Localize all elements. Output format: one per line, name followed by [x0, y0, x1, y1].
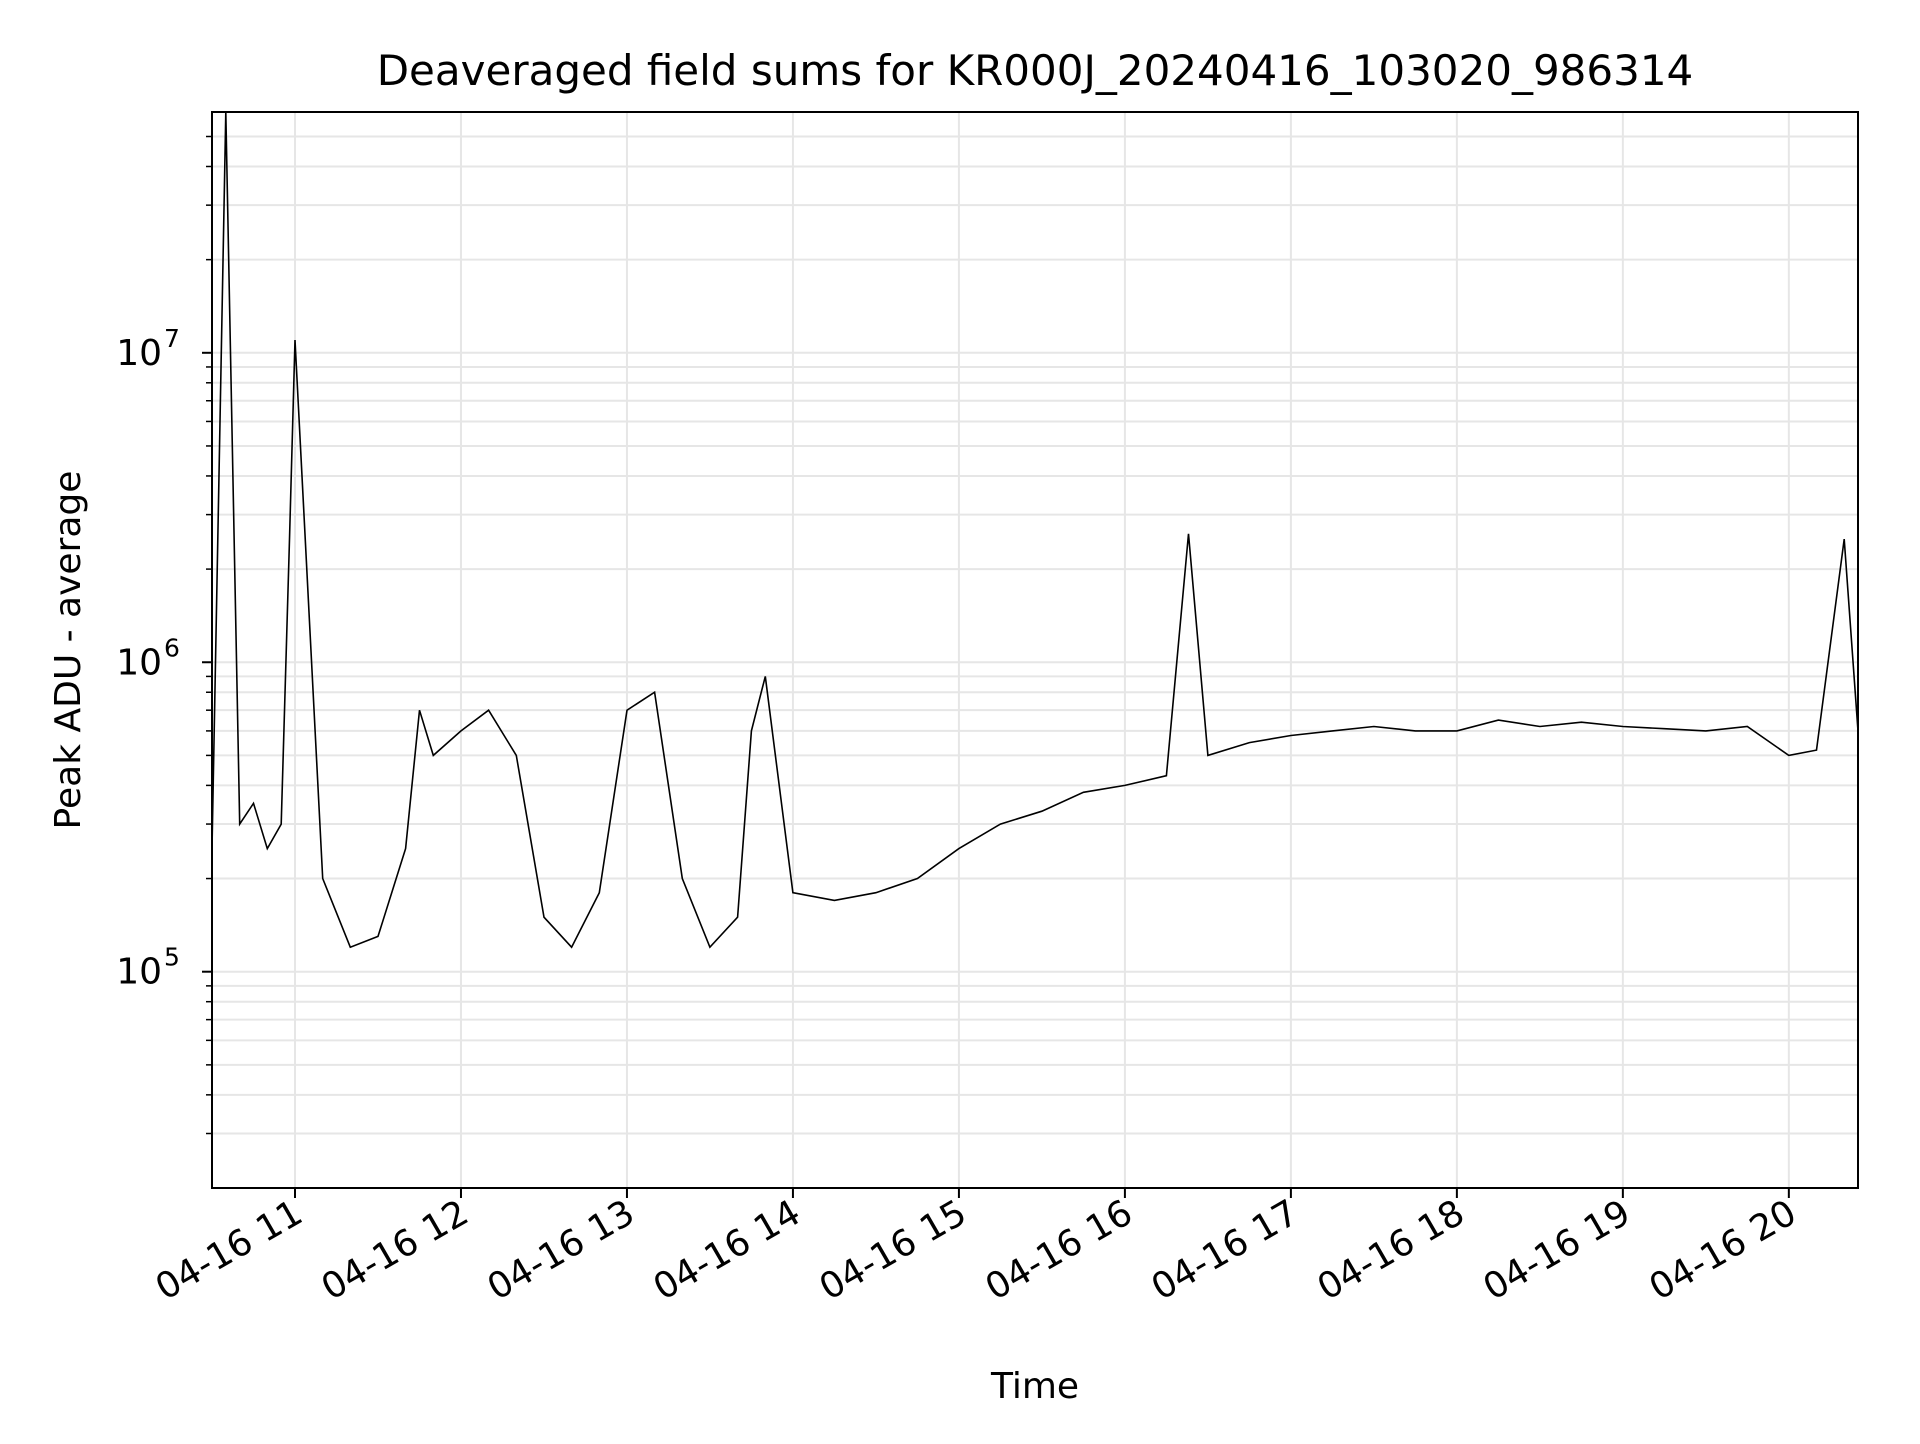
- y-tick-exponent: 5: [164, 943, 180, 972]
- y-tick-label: 10: [116, 642, 162, 683]
- chart-title: Deaveraged field sums for KR000J_2024041…: [377, 46, 1694, 95]
- y-tick-label: 10: [116, 333, 162, 374]
- y-tick-exponent: 6: [164, 633, 180, 662]
- y-axis-label: Peak ADU - average: [48, 471, 89, 830]
- y-tick-label: 10: [116, 952, 162, 993]
- plot-frame: [211, 111, 1859, 1189]
- data-series: [211, 111, 1859, 949]
- grid: [212, 112, 1858, 1188]
- y-tick-exponent: 7: [164, 324, 180, 353]
- x-axis-label: Time: [990, 1366, 1079, 1407]
- series-line: [211, 111, 1859, 949]
